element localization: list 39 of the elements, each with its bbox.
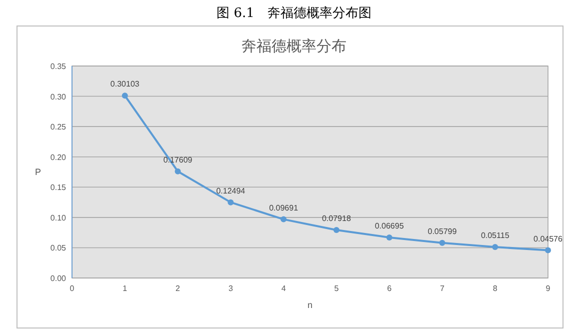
y-axis-title: P [34, 167, 42, 177]
point [545, 247, 551, 254]
x-tick-label: 9 [546, 284, 551, 293]
x-tick-label: 1 [122, 284, 128, 293]
y-tick-label: 0.35 [50, 62, 67, 71]
x-tick-label: 5 [334, 284, 340, 293]
chart-title: 奔福德概率分布 [242, 38, 346, 55]
caption: 图 6.1 奔福德概率分布图 [216, 5, 372, 21]
data-label: 0.30103 [110, 80, 140, 89]
x-axis-title: n [307, 300, 313, 310]
data-label: 0.05115 [480, 231, 510, 240]
point [174, 168, 181, 174]
data-label: 0.12494 [216, 186, 246, 196]
y-tick-label: 0.05 [50, 244, 67, 253]
point [492, 244, 498, 250]
data-label: 0.09691 [269, 203, 299, 212]
point [122, 92, 128, 99]
y-tick-label: 0.25 [50, 122, 67, 132]
data-label: 0.04576 [534, 234, 564, 244]
point [280, 216, 287, 222]
y-tick-label: 0.00 [50, 274, 67, 283]
x-tick-label: 3 [228, 284, 234, 293]
data-label: 0.07918 [322, 214, 352, 224]
point [439, 240, 446, 246]
y-tick-label: 0.15 [50, 183, 67, 192]
x-tick-label: 0 [70, 284, 75, 293]
y-tick-label: 0.30 [50, 92, 67, 102]
data-label: 0.05799 [428, 226, 458, 236]
point [333, 227, 340, 234]
x-tick-label: 2 [176, 284, 181, 293]
x-tick-label: 6 [387, 284, 392, 293]
y-tick-label: 0.10 [50, 213, 67, 222]
point [228, 199, 234, 206]
data-label: 0.06695 [374, 221, 404, 230]
x-tick-label: 4 [281, 284, 286, 293]
x-tick-label: 7 [440, 284, 445, 293]
point [386, 234, 392, 240]
y-tick-label: 0.20 [50, 152, 67, 162]
x-tick-label: 8 [492, 284, 498, 293]
